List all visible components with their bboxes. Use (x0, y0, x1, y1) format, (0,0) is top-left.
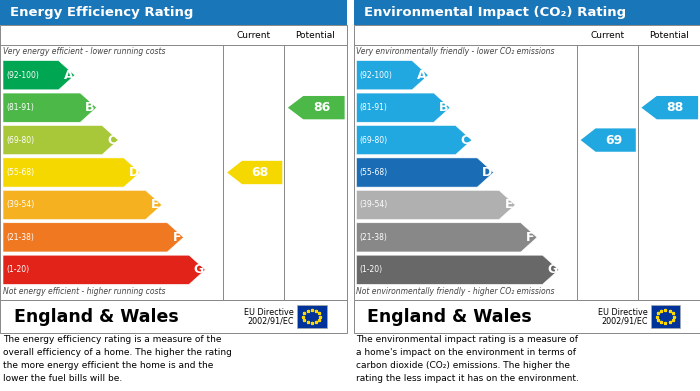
Bar (650, 305, 680, 328)
Polygon shape (356, 126, 472, 155)
Polygon shape (227, 161, 282, 184)
Polygon shape (641, 96, 698, 119)
Polygon shape (3, 93, 97, 122)
Text: 2002/91/EC: 2002/91/EC (601, 316, 648, 325)
Polygon shape (580, 128, 636, 152)
Text: Very energy efficient - lower running costs: Very energy efficient - lower running co… (3, 47, 165, 56)
Text: G: G (547, 263, 557, 276)
Text: (92-100): (92-100) (6, 71, 39, 80)
Text: Potential: Potential (649, 30, 689, 39)
Bar (0, 0, 346, 25)
Polygon shape (3, 223, 183, 252)
Text: F: F (526, 231, 535, 244)
Bar (297, 305, 327, 328)
Polygon shape (3, 61, 75, 90)
Bar (0, 300, 346, 333)
Text: EU Directive: EU Directive (244, 308, 294, 317)
Polygon shape (3, 255, 205, 284)
Text: (55-68): (55-68) (360, 168, 388, 177)
Text: The energy efficiency rating is a measure of the
overall efficiency of a home. T: The energy efficiency rating is a measur… (3, 335, 232, 382)
Text: (55-68): (55-68) (6, 168, 34, 177)
Polygon shape (356, 93, 450, 122)
Polygon shape (356, 61, 428, 90)
Text: Not environmentally friendly - higher CO₂ emissions: Not environmentally friendly - higher CO… (356, 287, 555, 296)
Text: (1-20): (1-20) (360, 265, 383, 274)
Text: (81-91): (81-91) (6, 103, 34, 112)
Text: Not energy efficient - higher running costs: Not energy efficient - higher running co… (3, 287, 165, 296)
Text: (21-38): (21-38) (360, 233, 387, 242)
Text: F: F (173, 231, 181, 244)
Text: EU Directive: EU Directive (598, 308, 648, 317)
Text: 2002/91/EC: 2002/91/EC (248, 316, 294, 325)
Polygon shape (356, 255, 559, 284)
Polygon shape (356, 190, 515, 219)
Text: B: B (85, 101, 94, 114)
Polygon shape (3, 190, 162, 219)
Text: E: E (505, 198, 513, 212)
Bar (354, 300, 700, 333)
Text: (1-20): (1-20) (6, 265, 29, 274)
Text: (69-80): (69-80) (360, 136, 388, 145)
Polygon shape (3, 158, 140, 187)
Text: Current: Current (590, 30, 624, 39)
Text: 86: 86 (313, 101, 330, 114)
Text: 69: 69 (605, 134, 622, 147)
Text: B: B (439, 101, 448, 114)
Text: Current: Current (237, 30, 271, 39)
Text: 68: 68 (251, 166, 269, 179)
Text: A: A (417, 69, 426, 82)
Polygon shape (356, 158, 494, 187)
Text: G: G (194, 263, 204, 276)
Text: England & Wales: England & Wales (368, 307, 532, 325)
Text: The environmental impact rating is a measure of
a home's impact on the environme: The environmental impact rating is a mea… (356, 335, 580, 382)
Text: (39-54): (39-54) (6, 201, 34, 210)
Text: England & Wales: England & Wales (14, 307, 178, 325)
Polygon shape (288, 96, 344, 119)
Polygon shape (356, 223, 537, 252)
Text: (21-38): (21-38) (6, 233, 34, 242)
Text: D: D (128, 166, 139, 179)
Text: C: C (107, 134, 116, 147)
Text: Very environmentally friendly - lower CO₂ emissions: Very environmentally friendly - lower CO… (356, 47, 555, 56)
Text: Environmental Impact (CO₂) Rating: Environmental Impact (CO₂) Rating (364, 6, 626, 19)
Text: (69-80): (69-80) (6, 136, 34, 145)
Text: D: D (482, 166, 492, 179)
Text: E: E (151, 198, 160, 212)
Text: 88: 88 (666, 101, 684, 114)
Bar (0, 25, 346, 300)
Text: Potential: Potential (295, 30, 335, 39)
Text: C: C (461, 134, 470, 147)
Text: A: A (64, 69, 73, 82)
Text: Energy Efficiency Rating: Energy Efficiency Rating (10, 6, 194, 19)
Text: (39-54): (39-54) (360, 201, 388, 210)
Text: (92-100): (92-100) (360, 71, 393, 80)
Polygon shape (3, 126, 118, 155)
Bar (354, 0, 700, 25)
Bar (354, 25, 700, 300)
Text: (81-91): (81-91) (360, 103, 387, 112)
